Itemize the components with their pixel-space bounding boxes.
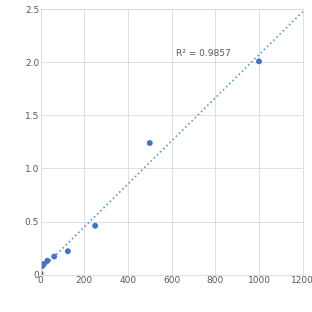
Point — [40, 264, 45, 269]
Point — [41, 261, 46, 266]
Text: R² = 0.9857: R² = 0.9857 — [176, 49, 231, 58]
Point — [38, 271, 43, 276]
Point — [45, 258, 50, 263]
Point — [93, 223, 98, 228]
Point — [147, 140, 152, 145]
Point — [52, 254, 57, 259]
Point — [66, 249, 71, 254]
Point — [256, 59, 261, 64]
